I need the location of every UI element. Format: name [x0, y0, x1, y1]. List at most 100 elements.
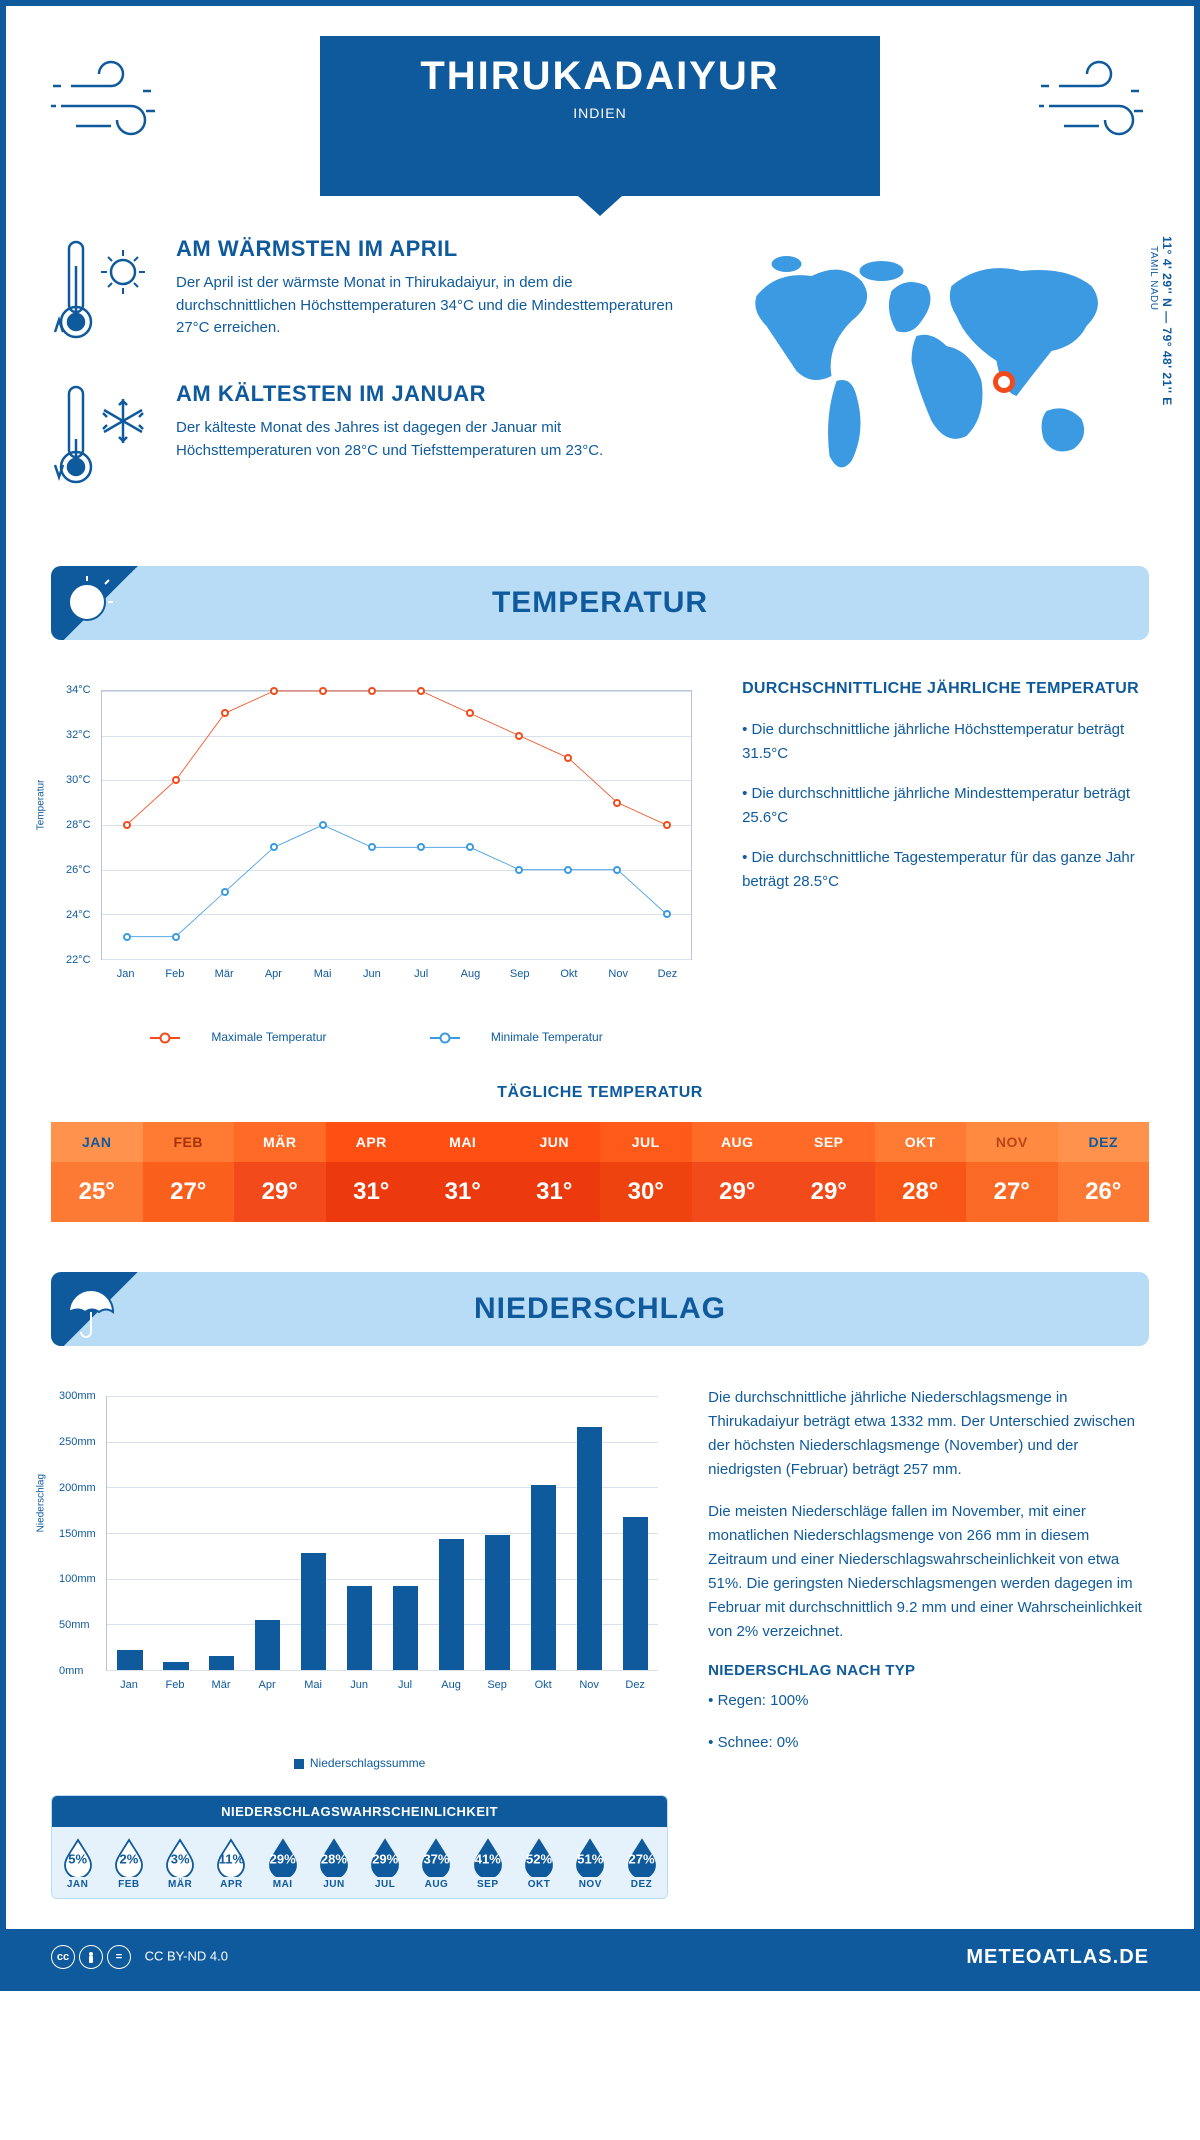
- chart-x-tick: Feb: [166, 1679, 185, 1691]
- precip-bar: [301, 1553, 326, 1670]
- nd-icon: =: [107, 1945, 131, 1969]
- prob-value: 3%: [171, 1852, 190, 1867]
- coldest-title: AM KÄLTESTEN IM JANUAR: [176, 381, 674, 407]
- prob-value: 52%: [526, 1852, 552, 1867]
- legend-precip: Niederschlagssumme: [310, 1756, 425, 1770]
- umbrella-icon: [59, 1280, 119, 1340]
- raindrop-icon: 11%: [215, 1837, 247, 1877]
- prob-cell: 3% MÄR: [155, 1827, 206, 1898]
- temperature-section: Temperatur 22°C24°C26°C28°C30°C32°C34°C …: [51, 680, 1149, 1044]
- temp-info-b3: • Die durchschnittliche Tagestemperatur …: [742, 846, 1149, 894]
- thermometer-snow-icon: [51, 381, 156, 496]
- header: THIRUKADAIYUR INDIEN: [51, 36, 1149, 196]
- daily-month-head: MAI: [417, 1122, 509, 1162]
- temperature-line-chart: Temperatur 22°C24°C26°C28°C30°C32°C34°C …: [51, 680, 702, 1020]
- precip-section: Niederschlag 0mm50mm100mm150mm200mm250mm…: [51, 1386, 1149, 1899]
- chart-y-label: Niederschlag: [36, 1474, 47, 1532]
- prob-cell: 41% SEP: [462, 1827, 513, 1898]
- chart-x-tick: Aug: [441, 1679, 461, 1691]
- coldest-block: AM KÄLTESTEN IM JANUAR Der kälteste Mona…: [51, 381, 674, 496]
- chart-y-tick: 24°C: [66, 909, 91, 921]
- daily-month-head: JAN: [51, 1122, 143, 1162]
- license-block: cc = CC BY-ND 4.0: [51, 1945, 228, 1969]
- raindrop-icon: 52%: [523, 1837, 555, 1877]
- chart-y-tick: 100mm: [59, 1573, 96, 1585]
- chart-y-tick: 0mm: [59, 1665, 83, 1677]
- chart-y-label: Temperatur: [36, 780, 47, 831]
- cc-icons: cc =: [51, 1945, 131, 1969]
- prob-month: AUG: [411, 1879, 462, 1890]
- precip-section-banner: NIEDERSCHLAG: [51, 1272, 1149, 1346]
- prob-month: NOV: [565, 1879, 616, 1890]
- daily-temp-value: 31°: [417, 1162, 509, 1222]
- title-banner: THIRUKADAIYUR INDIEN: [320, 36, 879, 196]
- raindrop-icon: 37%: [420, 1837, 452, 1877]
- daily-temp-value: 28°: [875, 1162, 967, 1222]
- prob-value: 29%: [270, 1852, 296, 1867]
- daily-temp-title: TÄGLICHE TEMPERATUR: [51, 1084, 1149, 1102]
- wind-icon: [51, 56, 161, 151]
- daily-temp-value: 30°: [600, 1162, 692, 1222]
- chart-x-tick: Aug: [461, 968, 481, 980]
- daily-month-head: SEP: [783, 1122, 875, 1162]
- precip-bar: [393, 1586, 418, 1670]
- chart-x-tick: Dez: [658, 968, 678, 980]
- page-title: THIRUKADAIYUR: [420, 54, 779, 99]
- sun-icon: [59, 574, 119, 634]
- warmest-title: AM WÄRMSTEN IM APRIL: [176, 236, 674, 262]
- daily-temp-table: JANFEBMÄRAPRMAIJUNJULAUGSEPOKTNOVDEZ25°2…: [51, 1122, 1149, 1222]
- prob-value: 28%: [321, 1852, 347, 1867]
- prob-cell: 5% JAN: [52, 1827, 103, 1898]
- precip-bar: [117, 1650, 142, 1670]
- prob-month: JUN: [308, 1879, 359, 1890]
- thermometer-sun-icon: [51, 236, 156, 351]
- daily-month-head: FEB: [143, 1122, 235, 1162]
- chart-y-tick: 200mm: [59, 1482, 96, 1494]
- precip-bar: [255, 1620, 280, 1670]
- raindrop-icon: 29%: [267, 1837, 299, 1877]
- raindrop-icon: 5%: [62, 1837, 94, 1877]
- chart-y-tick: 26°C: [66, 864, 91, 876]
- prob-cell: 28% JUN: [308, 1827, 359, 1898]
- daily-month-head: JUN: [509, 1122, 601, 1162]
- raindrop-icon: 3%: [164, 1837, 196, 1877]
- site-name: METEOATLAS.DE: [966, 1946, 1149, 1969]
- warmest-block: AM WÄRMSTEN IM APRIL Der April ist der w…: [51, 236, 674, 351]
- daily-month-head: JUL: [600, 1122, 692, 1162]
- chart-y-tick: 34°C: [66, 684, 91, 696]
- temp-chart-legend: Maximale Temperatur Minimale Temperatur: [51, 1030, 702, 1044]
- world-map: [704, 236, 1149, 491]
- precip-p1: Die durchschnittliche jährliche Niedersc…: [708, 1386, 1149, 1482]
- chart-y-tick: 300mm: [59, 1390, 96, 1402]
- prob-month: MAI: [257, 1879, 308, 1890]
- chart-x-tick: Jun: [363, 968, 381, 980]
- raindrop-icon: 28%: [318, 1837, 350, 1877]
- chart-x-tick: Mär: [215, 968, 234, 980]
- chart-y-tick: 22°C: [66, 954, 91, 966]
- prob-value: 51%: [577, 1852, 603, 1867]
- chart-x-tick: Apr: [258, 1679, 275, 1691]
- prob-value: 29%: [372, 1852, 398, 1867]
- chart-y-tick: 30°C: [66, 774, 91, 786]
- prob-month: MÄR: [155, 1879, 206, 1890]
- chart-y-tick: 250mm: [59, 1436, 96, 1448]
- daily-month-head: AUG: [692, 1122, 784, 1162]
- chart-x-tick: Jul: [398, 1679, 412, 1691]
- prob-value: 27%: [629, 1852, 655, 1867]
- daily-temp-value: 27°: [966, 1162, 1058, 1222]
- prob-month: DEZ: [616, 1879, 667, 1890]
- precip-bar: [531, 1485, 556, 1670]
- chart-x-tick: Feb: [165, 968, 184, 980]
- raindrop-icon: 41%: [472, 1837, 504, 1877]
- daily-temp-value: 31°: [326, 1162, 418, 1222]
- prob-value: 5%: [68, 1852, 87, 1867]
- chart-y-tick: 28°C: [66, 819, 91, 831]
- page-frame: THIRUKADAIYUR INDIEN: [0, 0, 1200, 1991]
- prob-value: 37%: [423, 1852, 449, 1867]
- chart-y-tick: 50mm: [59, 1619, 90, 1631]
- prob-month: OKT: [513, 1879, 564, 1890]
- info-row: AM WÄRMSTEN IM APRIL Der April ist der w…: [51, 236, 1149, 526]
- precip-chart-legend: Niederschlagssumme: [51, 1756, 668, 1770]
- chart-x-tick: Sep: [510, 968, 530, 980]
- daily-temp-value: 29°: [234, 1162, 326, 1222]
